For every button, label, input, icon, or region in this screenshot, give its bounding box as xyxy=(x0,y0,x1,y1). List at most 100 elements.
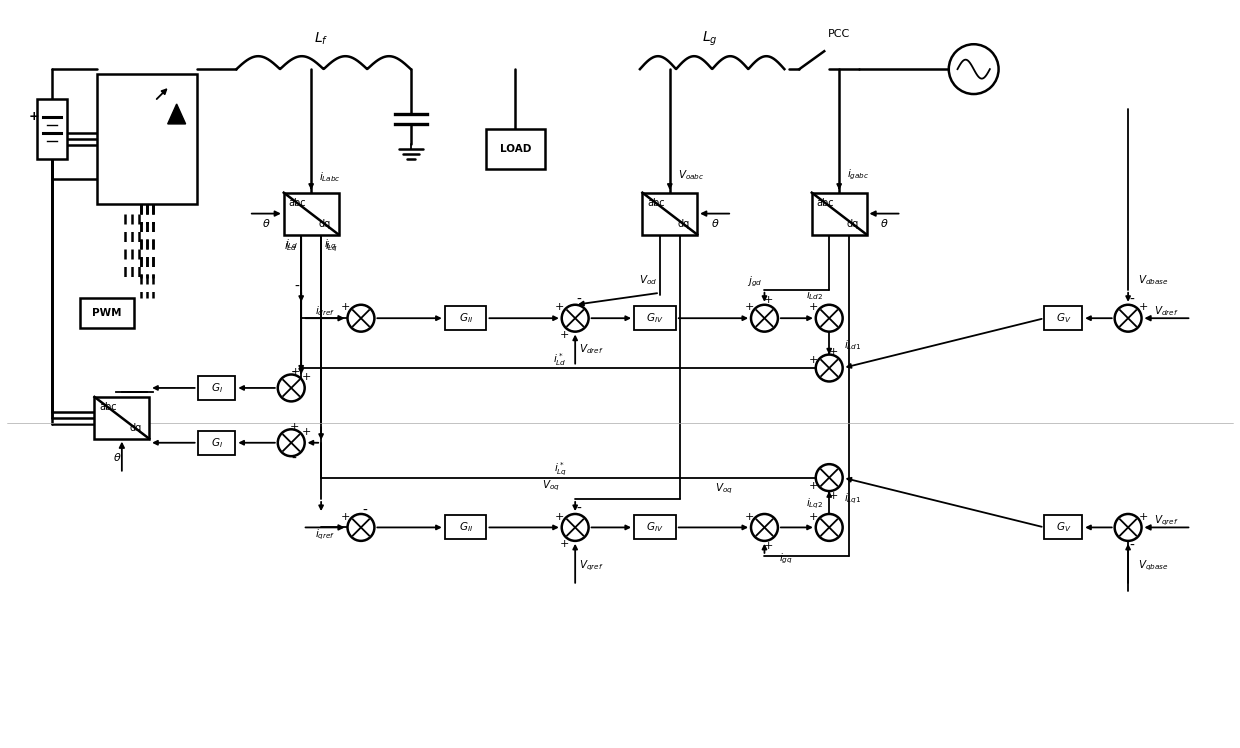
Text: $i_{Ld}$: $i_{Ld}$ xyxy=(285,238,298,251)
Bar xyxy=(37,99,67,159)
Text: $i_{Lq}$: $i_{Lq}$ xyxy=(325,239,339,254)
Bar xyxy=(445,515,486,539)
Text: $V_{dref}$: $V_{dref}$ xyxy=(1154,304,1179,318)
Circle shape xyxy=(278,375,305,402)
Circle shape xyxy=(1115,514,1142,541)
Bar xyxy=(634,306,676,330)
Text: $i_{Lq2}$: $i_{Lq2}$ xyxy=(806,497,823,511)
Text: $G_{II}$: $G_{II}$ xyxy=(459,311,472,325)
Text: dq: dq xyxy=(677,219,689,229)
Bar xyxy=(812,193,867,235)
Circle shape xyxy=(347,514,374,541)
Text: $\theta$: $\theta$ xyxy=(880,217,889,229)
Text: +: + xyxy=(290,367,300,376)
Bar xyxy=(445,306,486,330)
Text: $V_{oq}$: $V_{oq}$ xyxy=(714,482,733,496)
Bar xyxy=(284,193,339,235)
Bar xyxy=(1044,515,1083,539)
Text: $i_{Ld2}$: $i_{Ld2}$ xyxy=(806,288,823,301)
Text: $V_{dref}$: $V_{dref}$ xyxy=(579,343,604,357)
Text: $G_{IV}$: $G_{IV}$ xyxy=(646,521,663,534)
Text: -: - xyxy=(1130,539,1135,553)
Bar xyxy=(642,193,697,235)
Text: $i_{Lq}$: $i_{Lq}$ xyxy=(324,237,337,251)
Bar xyxy=(197,376,236,400)
Text: +: + xyxy=(1138,302,1148,313)
Text: $G_{II}$: $G_{II}$ xyxy=(459,521,472,534)
Text: $i_{Lq1}$: $i_{Lq1}$ xyxy=(844,492,862,506)
Text: abc: abc xyxy=(647,198,665,208)
Circle shape xyxy=(816,514,843,541)
Text: +: + xyxy=(559,539,569,549)
Text: $i_{Lq}^*$: $i_{Lq}^*$ xyxy=(553,461,567,478)
Text: $V_{oq}$: $V_{oq}$ xyxy=(542,479,560,493)
Circle shape xyxy=(751,514,777,541)
Text: $V_{oabc}$: $V_{oabc}$ xyxy=(678,168,704,182)
Text: -: - xyxy=(577,502,582,516)
Text: $G_V$: $G_V$ xyxy=(1055,311,1071,325)
Text: +: + xyxy=(744,512,754,521)
Text: +: + xyxy=(744,302,754,313)
Circle shape xyxy=(347,304,374,331)
Text: $V_{od}$: $V_{od}$ xyxy=(639,273,657,286)
Text: $G_I$: $G_I$ xyxy=(211,436,222,450)
Text: -: - xyxy=(291,453,296,466)
Text: +: + xyxy=(556,512,564,521)
Text: +: + xyxy=(764,295,773,304)
Text: $G_{IV}$: $G_{IV}$ xyxy=(646,311,663,325)
Text: $j_{gd}$: $j_{gd}$ xyxy=(748,275,763,289)
Text: -: - xyxy=(1130,292,1135,307)
Text: $L_f$: $L_f$ xyxy=(314,31,329,47)
Bar xyxy=(634,515,676,539)
Text: $G_V$: $G_V$ xyxy=(1055,521,1071,534)
Text: +: + xyxy=(29,111,40,123)
Text: $\theta$: $\theta$ xyxy=(262,217,270,229)
Text: $i_{gabc}$: $i_{gabc}$ xyxy=(847,168,869,182)
Text: $V_{qref}$: $V_{qref}$ xyxy=(579,559,604,573)
Text: $i_{dref}$: $i_{dref}$ xyxy=(315,304,336,318)
Polygon shape xyxy=(167,104,186,124)
Bar xyxy=(97,74,197,203)
Text: +: + xyxy=(828,491,838,501)
Bar xyxy=(79,298,134,328)
Text: $i_{Ld1}$: $i_{Ld1}$ xyxy=(844,337,862,352)
Text: -: - xyxy=(362,504,367,518)
Text: $V_{qref}$: $V_{qref}$ xyxy=(1154,513,1179,527)
Text: abc: abc xyxy=(99,402,117,412)
Text: +: + xyxy=(828,346,838,357)
Circle shape xyxy=(562,514,589,541)
Circle shape xyxy=(278,429,305,456)
Text: +: + xyxy=(1138,512,1148,521)
Circle shape xyxy=(1115,304,1142,331)
Text: -: - xyxy=(577,292,582,307)
Text: +: + xyxy=(808,302,818,313)
Text: $V_{dbase}$: $V_{dbase}$ xyxy=(1138,273,1169,286)
Text: $L_g$: $L_g$ xyxy=(702,30,718,49)
Text: $i_{Ld}$: $i_{Ld}$ xyxy=(284,239,298,254)
Text: +: + xyxy=(556,302,564,313)
Text: abc: abc xyxy=(817,198,835,208)
Text: +: + xyxy=(808,512,818,521)
Text: $i_{Ld}^*$: $i_{Ld}^*$ xyxy=(553,352,567,369)
Text: $\theta$: $\theta$ xyxy=(113,451,122,463)
Text: -: - xyxy=(291,366,296,379)
Text: +: + xyxy=(808,355,818,365)
Text: PCC: PCC xyxy=(828,29,851,39)
Text: $i_{qref}$: $i_{qref}$ xyxy=(315,527,336,542)
Bar xyxy=(1044,306,1083,330)
Bar xyxy=(486,129,546,169)
Bar xyxy=(94,397,149,439)
Circle shape xyxy=(949,44,998,94)
Text: LOAD: LOAD xyxy=(500,144,531,154)
Text: $V_{qbase}$: $V_{qbase}$ xyxy=(1138,559,1169,573)
Text: +: + xyxy=(559,330,569,340)
Text: $i_{Labc}$: $i_{Labc}$ xyxy=(319,170,341,184)
Text: dq: dq xyxy=(319,219,331,229)
Text: $\theta$: $\theta$ xyxy=(711,217,719,229)
Text: +: + xyxy=(764,541,773,551)
Text: dq: dq xyxy=(129,423,141,433)
Text: $G_I$: $G_I$ xyxy=(211,381,222,395)
Text: PWM: PWM xyxy=(92,308,122,318)
Circle shape xyxy=(816,304,843,331)
Text: -: - xyxy=(295,280,300,294)
